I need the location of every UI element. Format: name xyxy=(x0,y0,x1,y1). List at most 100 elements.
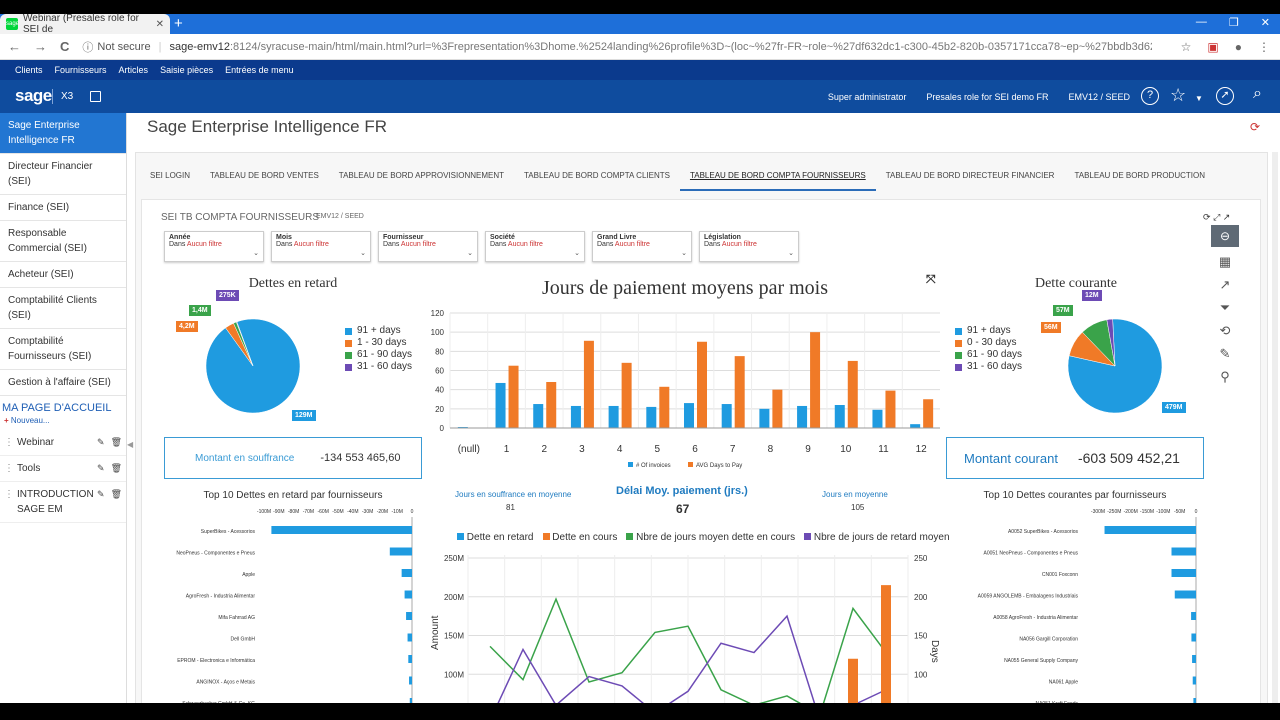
url-path: :8124/syracuse-main/html/main.html?url=%… xyxy=(230,40,1152,53)
tab-production[interactable]: TABLEAU DE BORD PRODUCTION xyxy=(1074,171,1205,180)
x-tick-label: 12 xyxy=(916,444,928,455)
browser-menu-icon[interactable]: ⋮ xyxy=(1258,40,1270,54)
filter-fournisseur[interactable]: Fournisseur Dans Aucun filtre ⌄ xyxy=(378,231,478,262)
pie-right-label: 479M xyxy=(1162,402,1186,413)
tab-sei-login[interactable]: SEI LOGIN xyxy=(150,171,191,180)
sidebar-item-directeur-financier[interactable]: Directeur Financier (SEI) xyxy=(0,154,126,195)
delete-icon[interactable]: 🗑 xyxy=(110,489,122,499)
category-label: Dell GmbH xyxy=(231,637,256,643)
back-icon[interactable]: ← xyxy=(8,39,21,54)
account-icon[interactable]: ● xyxy=(1234,40,1242,54)
new-page-link[interactable]: + Nouveau... xyxy=(4,416,50,425)
favorites-dropdown-icon[interactable]: ▼ xyxy=(1195,94,1203,103)
sidebar-item-acheteur[interactable]: Acheteur (SEI) xyxy=(0,262,126,288)
close-window-icon[interactable]: ✕ xyxy=(1260,17,1270,29)
plus-icon: + xyxy=(4,416,9,425)
my-page-item[interactable]: ⋮ Webinar ✎ 🗑 xyxy=(0,430,126,456)
tab-compta-fournisseurs[interactable]: TABLEAU DE BORD COMPTA FOURNISSEURS xyxy=(679,165,876,191)
filter-mois[interactable]: Mois Dans Aucun filtre ⌄ xyxy=(271,231,371,262)
sage-logo[interactable]: sage xyxy=(15,86,52,105)
fullscreen-icon[interactable]: ⤧ xyxy=(926,272,936,286)
pencil-icon[interactable]: ✎ xyxy=(1219,346,1231,361)
bar-chart-title: Jours de paiement moyens par mois xyxy=(541,277,829,299)
bar xyxy=(1171,569,1196,577)
refresh-panel-icon[interactable]: ⟳ xyxy=(1203,212,1211,222)
help-icon[interactable]: ? xyxy=(1141,87,1159,105)
filter-annee[interactable]: Année Dans Aucun filtre ⌄ xyxy=(164,231,264,262)
x-tick-label: 7 xyxy=(730,444,736,455)
restore-icon[interactable]: ❐ xyxy=(1228,17,1239,29)
sidebar-item-gestion-affaire[interactable]: Gestion à l'affaire (SEI) xyxy=(0,370,126,396)
bar xyxy=(495,382,506,428)
star-bookmark-icon[interactable]: ☆ xyxy=(1180,40,1192,54)
sidebar-item-compta-fournisseurs[interactable]: Comptabilité Fournisseurs (SEI) xyxy=(0,329,126,370)
menu-item-entrees[interactable]: Entrées de menu xyxy=(225,65,294,75)
collapse-sidebar-icon[interactable]: ◀ xyxy=(127,440,134,449)
role-name[interactable]: Presales role for SEI demo FR xyxy=(926,92,1049,102)
bar xyxy=(1191,612,1196,620)
pie-right-title: Dette courante xyxy=(1034,276,1117,291)
open-external-icon[interactable]: ↗ xyxy=(1222,212,1231,222)
back-circle-icon[interactable]: ⊖ xyxy=(1211,225,1239,247)
top10-right-title: Top 10 Dettes courantes par fournisseurs xyxy=(983,490,1167,501)
calendar-icon[interactable] xyxy=(90,91,101,102)
url-field[interactable]: ⓘ Not secure | sage-emv12 :8124/syracuse… xyxy=(82,39,1152,55)
menu-item-saisie[interactable]: Saisie pièces xyxy=(160,65,214,75)
search-icon[interactable]: ⌕ xyxy=(1253,85,1262,102)
reload-icon[interactable]: C xyxy=(60,39,70,54)
drag-handle-icon[interactable]: ⋮ xyxy=(4,489,14,500)
folder-name[interactable]: EMV12 / SEED xyxy=(1068,92,1130,102)
y-tick-label: 20 xyxy=(435,405,444,414)
filter-grand-livre[interactable]: Grand Livre Dans Aucun filtre ⌄ xyxy=(592,231,692,262)
my-page-item[interactable]: ⋮ INTRODUCTION SAGE EM ✎ 🗑 xyxy=(0,482,126,523)
bar xyxy=(684,403,694,428)
close-tab-icon[interactable]: ✕ xyxy=(155,18,164,30)
drag-handle-icon[interactable]: ⋮ xyxy=(4,437,14,448)
share-icon[interactable]: ↗ xyxy=(1219,277,1231,292)
sync-icon[interactable]: ⟲ xyxy=(1219,323,1231,338)
menu-item-articles[interactable]: Articles xyxy=(118,65,149,75)
my-page-item[interactable]: ⋮ Tools ✎ 🗑 xyxy=(0,456,126,482)
bar xyxy=(406,612,412,620)
edit-icon[interactable]: ✎ xyxy=(97,463,105,473)
minimize-icon[interactable]: — xyxy=(1195,16,1207,28)
tab-ventes[interactable]: TABLEAU DE BORD VENTES xyxy=(210,171,319,180)
browser-tab[interactable]: sage Webinar (Presales role for SEI de ✕ xyxy=(0,13,170,35)
sidebar-item-responsable-commercial[interactable]: Responsable Commercial (SEI) xyxy=(0,221,126,262)
category-label: A0051 NeoPneus - Componentes e Pneus xyxy=(983,551,1078,557)
favorites-star-icon[interactable]: ☆ xyxy=(1170,85,1187,105)
scrollbar[interactable] xyxy=(1272,152,1278,720)
filter-icon[interactable]: ⏷ xyxy=(1219,300,1231,315)
delete-icon[interactable]: 🗑 xyxy=(110,463,122,473)
extension-icon[interactable]: ▣ xyxy=(1207,40,1219,54)
category-label: ANGINOX - Aços e Metais xyxy=(196,680,255,686)
info-icon[interactable]: ⓘ xyxy=(82,41,94,54)
tab-compta-clients[interactable]: TABLEAU DE BORD COMPTA CLIENTS xyxy=(524,171,670,180)
sidebar-item-compta-clients[interactable]: Comptabilité Clients (SEI) xyxy=(0,288,126,329)
edit-icon[interactable]: ✎ xyxy=(97,489,105,499)
x-tick-label: 8 xyxy=(768,444,774,455)
forward-icon[interactable]: → xyxy=(34,39,47,54)
grid-icon[interactable]: ▦ xyxy=(1218,254,1232,269)
expand-icon[interactable]: ⤢ xyxy=(1213,212,1221,222)
drag-handle-icon[interactable]: ⋮ xyxy=(4,463,14,474)
filter-societe[interactable]: Société Dans Aucun filtre ⌄ xyxy=(485,231,585,262)
compass-icon[interactable]: ➚ xyxy=(1216,87,1234,105)
edit-icon[interactable]: ✎ xyxy=(97,437,105,447)
delete-icon[interactable]: 🗑 xyxy=(110,437,122,447)
menu-item-fournisseurs[interactable]: Fournisseurs xyxy=(54,65,107,75)
eyedropper-icon[interactable]: ⚲ xyxy=(1220,369,1230,384)
combo-legend: Dette en retard Dette en cours Nbre de j… xyxy=(457,532,950,543)
user-name[interactable]: Super administrator xyxy=(827,92,907,102)
tab-directeur-financier[interactable]: TABLEAU DE BORD DIRECTEUR FINANCIER xyxy=(885,171,1055,180)
menu-item-clients[interactable]: Clients xyxy=(15,65,43,75)
new-tab-button[interactable]: + xyxy=(174,15,183,32)
refresh-icon[interactable]: ⟳ xyxy=(1250,120,1261,134)
tab-approvisionnement[interactable]: TABLEAU DE BORD APPROVISIONNEMENT xyxy=(338,171,504,180)
filter-legislation[interactable]: Législation Dans Aucun filtre ⌄ xyxy=(699,231,799,262)
bar xyxy=(885,390,896,428)
combo-chart: 100M 100 150M 150 200M 200 250M 250 Amount Days xyxy=(430,554,940,705)
sidebar-item-sei-fr[interactable]: Sage Enterprise Intelligence FR xyxy=(0,113,126,154)
sidebar-item-finance[interactable]: Finance (SEI) xyxy=(0,195,126,221)
